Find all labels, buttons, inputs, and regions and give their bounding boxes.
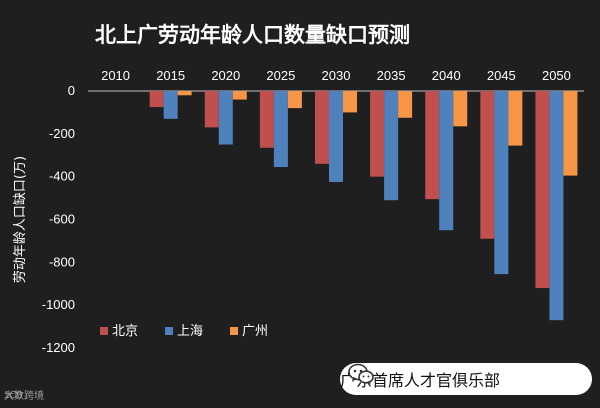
x-category-label: 2030 xyxy=(322,68,351,83)
legend-swatch-北京 xyxy=(100,327,108,335)
legend-swatch-广州 xyxy=(230,327,238,335)
legend-label-上海: 上海 xyxy=(177,324,203,339)
bar-北京-2040 xyxy=(425,91,440,200)
bar-北京-2050 xyxy=(535,91,550,289)
bar-北京-2020 xyxy=(204,91,219,128)
bar-上海-2025 xyxy=(273,91,288,168)
x-category-label: 2020 xyxy=(211,68,240,83)
y-axis-label-group: 劳动年龄人口缺口(万) xyxy=(12,156,28,283)
bar-广州-2030 xyxy=(343,91,357,113)
x-category-label: 2035 xyxy=(377,68,406,83)
bar-上海-2020 xyxy=(218,91,233,145)
bar-北京-2015 xyxy=(149,91,164,108)
bar-北京-2045 xyxy=(480,91,495,239)
watermark-text: 大数跨境 xyxy=(4,391,44,402)
account-banner: 广东首席人才官俱乐部 xyxy=(340,363,592,395)
legend-label-广州: 广州 xyxy=(242,324,268,339)
y-tick-label: -800 xyxy=(49,254,75,269)
x-category-label: 2025 xyxy=(266,68,295,83)
wechat-icon xyxy=(348,363,374,385)
bar-北京-2035 xyxy=(370,91,385,177)
watermark: 1C0 大数跨境 xyxy=(4,387,44,402)
watermark-logo: 1C0 xyxy=(4,390,23,401)
y-axis-label: 劳动年龄人口缺口(万) xyxy=(12,156,28,283)
bar-广州-2050 xyxy=(563,91,578,176)
y-tick-label: -600 xyxy=(49,212,75,227)
y-tick-label: -1000 xyxy=(42,297,75,312)
x-category-label: 2010 xyxy=(101,68,130,83)
bar-上海-2035 xyxy=(384,91,399,201)
x-category-label: 2015 xyxy=(156,68,185,83)
y-tick-label: 0 xyxy=(68,83,75,98)
bar-广州-2040 xyxy=(453,91,468,127)
bar-北京-2025 xyxy=(259,91,274,148)
bar-上海-2045 xyxy=(494,91,509,275)
bar-上海-2050 xyxy=(549,91,564,321)
chart-title: 北上广劳动年龄人口数量缺口预测 xyxy=(95,23,410,47)
account-name: 广东首席人才官俱乐部 xyxy=(340,371,501,390)
x-category-label: 2045 xyxy=(487,68,516,83)
legend-label-北京: 北京 xyxy=(112,324,138,339)
bar-广州-2020 xyxy=(232,91,247,100)
bar-上海-2040 xyxy=(439,91,454,231)
x-category-label: 2040 xyxy=(432,68,461,83)
bar-广州-2015 xyxy=(177,91,192,96)
y-tick-label: -200 xyxy=(49,126,75,141)
watermark-logo-text: 1C0 xyxy=(4,390,23,401)
y-tick-label: -1200 xyxy=(42,340,75,355)
legend: 北京 上海 广州 xyxy=(100,324,268,339)
x-category-label: 2050 xyxy=(542,68,571,83)
bar-上海-2030 xyxy=(329,91,343,183)
bar-广州-2035 xyxy=(398,91,413,118)
bar-北京-2030 xyxy=(315,91,329,164)
bar-广州-2045 xyxy=(508,91,523,146)
y-tick-label: -400 xyxy=(49,169,75,184)
plot-area: 0 -200 -400 -600 -800 -1000 -1200 2010 2015 2020 2… xyxy=(42,68,584,355)
legend-swatch-上海 xyxy=(165,327,173,335)
bar-广州-2025 xyxy=(287,91,302,109)
bar-上海-2015 xyxy=(163,91,178,119)
